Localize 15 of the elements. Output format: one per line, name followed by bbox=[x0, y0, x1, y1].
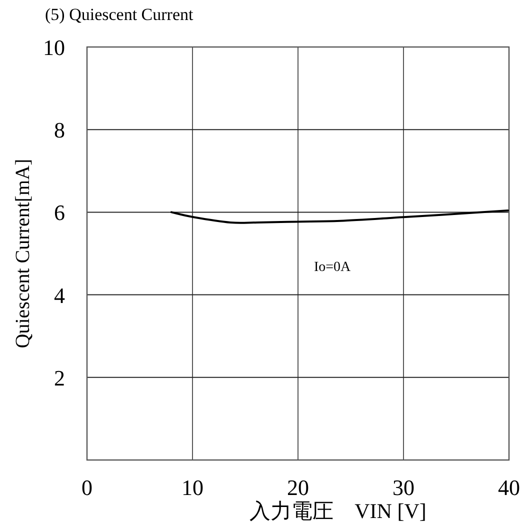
x-tick-label: 0 bbox=[82, 475, 92, 500]
line-series bbox=[170, 210, 509, 224]
y-tick-label: 2 bbox=[54, 365, 65, 390]
annotation: Io=0A bbox=[314, 260, 352, 275]
x-tick-label: 30 bbox=[392, 475, 414, 500]
y-tick-label: 10 bbox=[43, 35, 65, 60]
y-tick-label: 4 bbox=[54, 282, 65, 308]
y-tick-label: 6 bbox=[54, 200, 65, 226]
x-axis-title: 入力電圧 VIN [V] bbox=[250, 499, 426, 523]
y-axis-title: Quiescent Current[mA] bbox=[12, 158, 34, 348]
chart-title: (5) Quiescent Current bbox=[45, 5, 194, 24]
x-tick-label: 40 bbox=[498, 475, 520, 500]
x-tick-label: 20 bbox=[287, 475, 309, 500]
x-tick-label: 10 bbox=[182, 475, 204, 500]
y-tick-label: 8 bbox=[54, 118, 65, 143]
